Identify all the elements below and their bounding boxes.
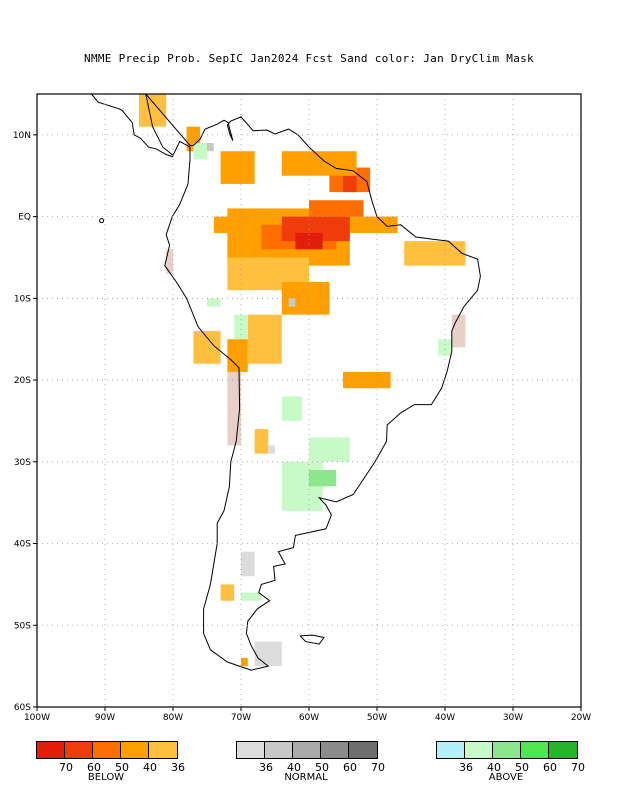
lon-tick-label: 30W [503, 713, 523, 723]
prob-cell [404, 241, 466, 266]
lat-tick-label: 10S [14, 294, 31, 304]
lon-tick-label: 50W [367, 713, 387, 723]
legend-swatch [549, 742, 577, 758]
legend-swatch [293, 742, 321, 758]
prob-cell [281, 281, 330, 315]
prob-cell [254, 641, 282, 667]
lat-tick-label: 60S [14, 703, 31, 713]
prob-cell [281, 151, 357, 176]
prob-cell [220, 151, 255, 184]
prob-cell [343, 371, 391, 389]
lat-tick-label: 30S [14, 458, 31, 468]
prob-cell [193, 143, 207, 160]
legend-tick-label: 70 [59, 761, 73, 774]
map-title: NMME Precip Prob. SepIC Jan2024 Fcst San… [84, 52, 534, 65]
legend-tick-label: 60 [87, 761, 101, 774]
prob-cell [309, 200, 364, 217]
prob-cell [139, 94, 167, 127]
legend-swatch [493, 742, 521, 758]
continent-outline [145, 94, 481, 671]
prob-cell [254, 429, 269, 454]
legend-below-name: BELOW [87, 772, 125, 783]
legend-above [436, 741, 578, 759]
legend-tick-label: 40 [143, 761, 157, 774]
prob-cell [438, 339, 452, 356]
legend-swatch [521, 742, 549, 758]
map-frame [36, 93, 582, 708]
prob-cell [247, 314, 282, 364]
legend-tick-label: 40 [287, 761, 301, 774]
lat-tick-label: 10N [13, 131, 31, 141]
legend-normal-name: NORMAL [284, 772, 328, 783]
lat-tick-label: 40S [14, 540, 31, 550]
legend-swatch [37, 742, 65, 758]
central-america-outline [91, 94, 174, 158]
legend-tick-label: 36 [171, 761, 185, 774]
legend-swatch [321, 742, 349, 758]
legend-swatch [65, 742, 93, 758]
lon-tick-label: 40W [435, 713, 455, 723]
legend-swatch [93, 742, 121, 758]
legend-tick-label: 60 [343, 761, 357, 774]
prob-cell [220, 584, 235, 601]
lat-tick-label: 50S [14, 621, 31, 631]
legend-tick-label: 36 [259, 761, 273, 774]
prob-cell [268, 445, 275, 454]
coastline [91, 94, 481, 671]
dry-mask-cell [227, 355, 241, 446]
prob-cell [309, 469, 337, 487]
dry-mask-cell [451, 314, 466, 348]
legend-tick-label: 70 [571, 761, 585, 774]
probability-cells [139, 94, 466, 667]
legend-tick-label: 50 [315, 761, 329, 774]
prob-cell [343, 175, 357, 193]
legend-swatch [465, 742, 493, 758]
lon-tick-label: 20W [571, 713, 591, 723]
legend-swatch [349, 742, 377, 758]
lon-tick-label: 90W [95, 713, 115, 723]
lat-tick-label: EQ [18, 213, 31, 223]
galapagos-outline [99, 218, 105, 224]
prob-cell [241, 551, 255, 577]
lon-tick-label: 80W [163, 713, 183, 723]
legend-swatch [149, 742, 177, 758]
legend-swatch [265, 742, 293, 758]
prob-cell [309, 437, 350, 462]
prob-cell [281, 396, 303, 421]
falklands-outline [299, 634, 325, 645]
legend-swatch [237, 742, 265, 758]
prob-cell [288, 298, 296, 307]
legend-below [36, 741, 178, 759]
legend-tick-label: 50 [515, 761, 529, 774]
legend-tick-label: 60 [543, 761, 557, 774]
lon-tick-label: 60W [299, 713, 319, 723]
legend-tick-label: 36 [459, 761, 473, 774]
axis-ticks: 100W 90W 80W 70W 60W 50W 40W 30W 20W 10N EQ 10S 20S 3… [13, 131, 591, 723]
lat-tick-label: 20S [14, 376, 31, 386]
legend-swatch [437, 742, 465, 758]
prob-cell [227, 339, 248, 372]
prob-cell [241, 657, 248, 667]
legend-normal [236, 741, 378, 759]
legend-tick-label: 40 [487, 761, 501, 774]
lat-lon-grid [37, 94, 581, 707]
legend-tick-label: 50 [115, 761, 129, 774]
prob-cell [295, 232, 323, 250]
legend-tick-label: 70 [371, 761, 385, 774]
prob-cell [234, 314, 248, 340]
lon-tick-label: 70W [231, 713, 251, 723]
legend-above-name: ABOVE [488, 772, 524, 783]
legend-swatch [121, 742, 149, 758]
prob-cell [241, 592, 262, 601]
lon-tick-label: 100W [24, 713, 50, 723]
dry-mask-cell [166, 249, 173, 274]
prob-cell [207, 298, 221, 307]
